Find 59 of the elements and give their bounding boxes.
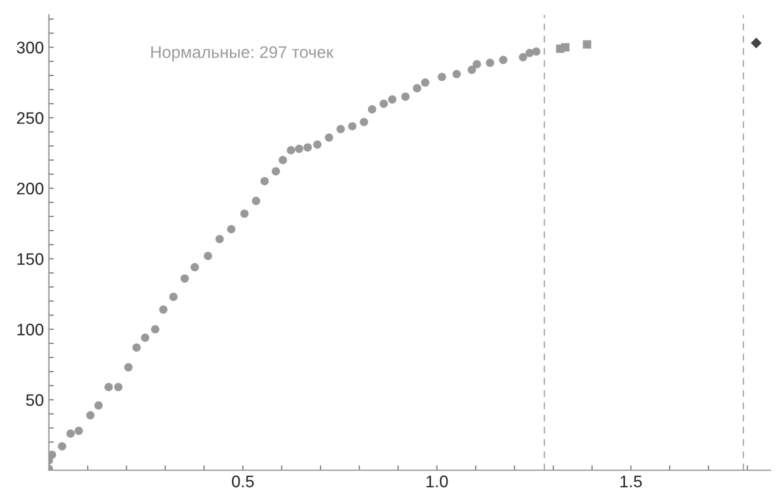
point: [151, 325, 160, 334]
point: [324, 133, 334, 142]
point: [86, 411, 95, 420]
point: [336, 124, 345, 134]
point: [252, 196, 260, 206]
point: [124, 363, 133, 372]
point: [169, 292, 178, 301]
point: [304, 143, 312, 152]
point: [499, 56, 508, 64]
point: [368, 105, 376, 114]
point: [486, 58, 494, 67]
point: [278, 156, 288, 164]
point: [360, 118, 368, 126]
point: [532, 47, 540, 56]
y-tick-label: 200: [17, 182, 44, 194]
y-tick-label: 50: [26, 394, 44, 406]
point: [313, 140, 322, 149]
point: [227, 224, 236, 234]
y-tick-label: 100: [17, 324, 44, 336]
point: [472, 60, 482, 68]
point: [94, 401, 103, 410]
x-tick-label: 1.0: [426, 476, 448, 488]
point: [104, 382, 113, 392]
point: [438, 72, 446, 82]
point: [452, 70, 461, 78]
point: [132, 343, 141, 352]
point: [58, 442, 66, 450]
point: [66, 429, 75, 438]
point: [401, 92, 410, 101]
point: [215, 234, 224, 244]
point: [468, 66, 476, 74]
point: [412, 84, 422, 92]
point: [204, 252, 212, 260]
point: [180, 274, 189, 283]
point: [421, 78, 430, 87]
point: [286, 146, 296, 154]
point: [114, 382, 123, 392]
y-tick-label: 300: [16, 42, 44, 54]
point: [388, 95, 396, 104]
point: [348, 122, 356, 130]
y-tick-label: 250: [17, 112, 44, 124]
point: [240, 209, 249, 218]
x-tick-label: 0.5: [232, 476, 254, 488]
point: [74, 426, 83, 435]
x-tick-label: 1.5: [620, 476, 642, 488]
point: [294, 144, 304, 153]
y-tick-label: 150: [17, 253, 44, 265]
point: [190, 263, 199, 272]
point: [380, 100, 388, 108]
point: [159, 305, 168, 314]
annotation: Нормальные: 297 точек: [151, 46, 334, 62]
point: [750, 38, 762, 48]
point: [260, 177, 269, 186]
point: [272, 167, 280, 176]
point: [140, 334, 150, 342]
point: [48, 450, 56, 459]
point: [582, 40, 592, 49]
point: [518, 52, 528, 62]
point: [561, 43, 570, 52]
